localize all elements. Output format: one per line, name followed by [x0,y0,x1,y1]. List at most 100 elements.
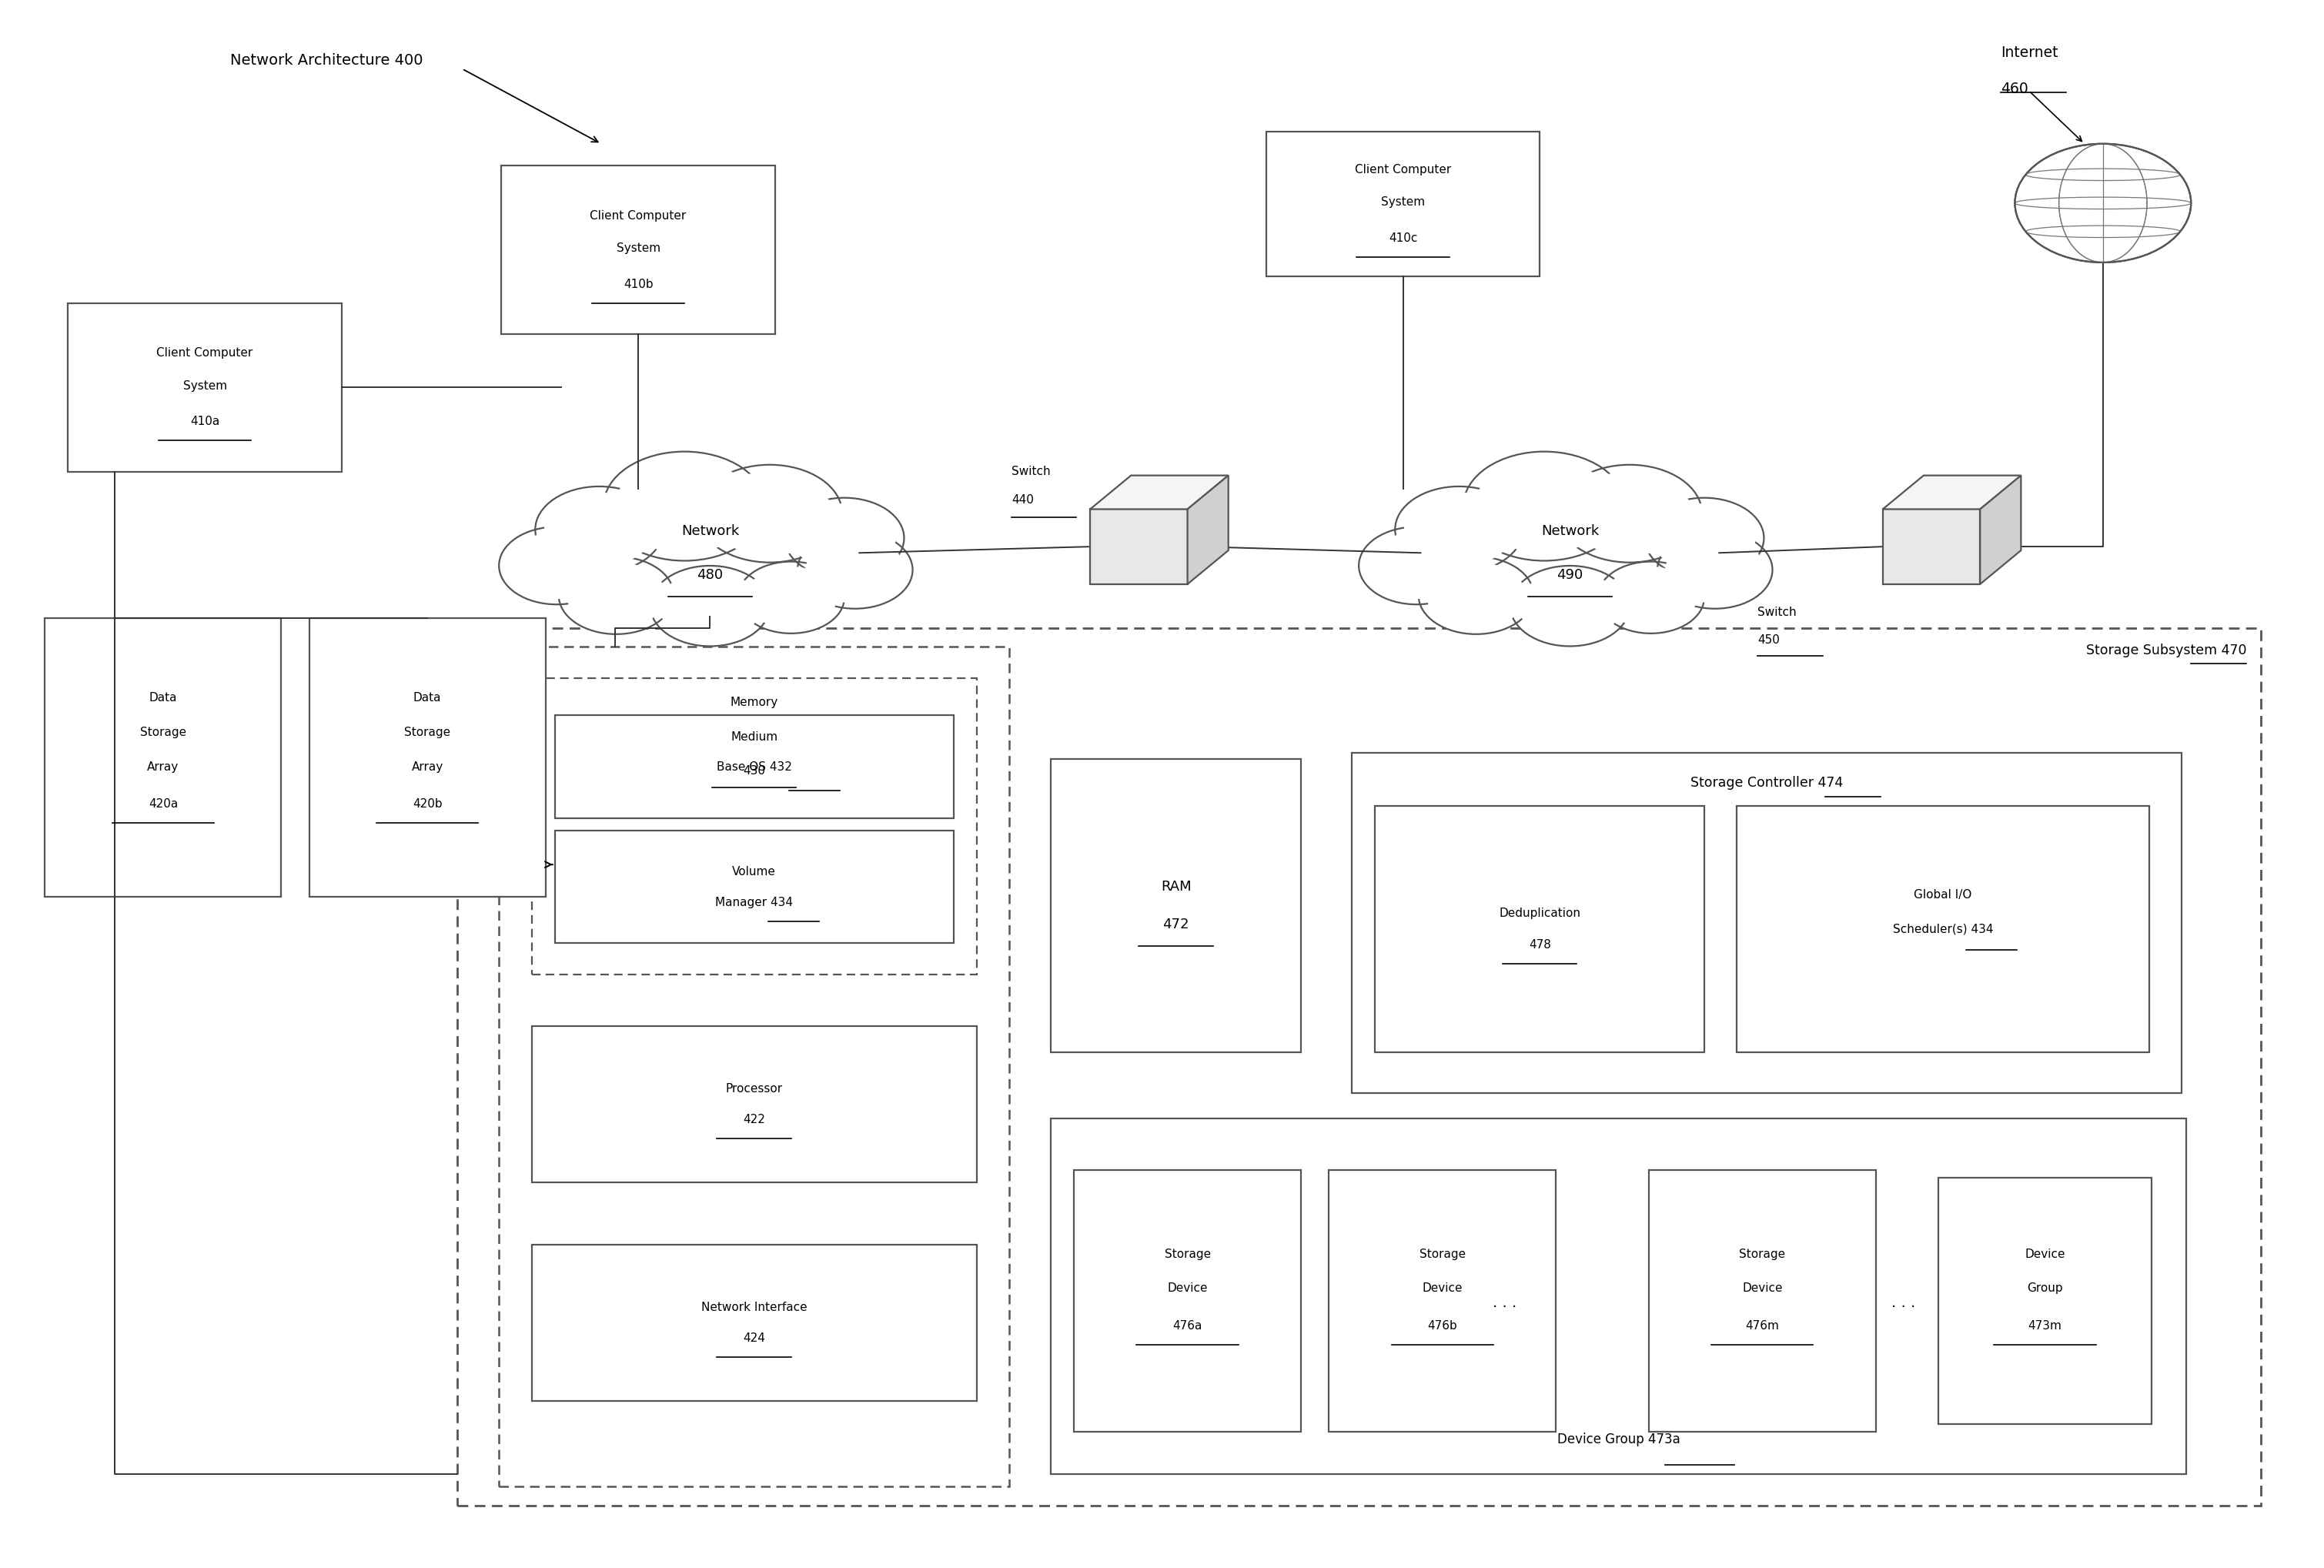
Circle shape [1427,561,1525,629]
FancyBboxPatch shape [458,627,2261,1505]
Text: Processor: Processor [725,1083,783,1094]
Text: Storage Controller 474: Storage Controller 474 [1690,776,1843,790]
Text: 476a: 476a [1174,1320,1202,1331]
Text: 420b: 420b [411,798,442,811]
Text: 460: 460 [2001,82,2029,96]
Circle shape [2015,144,2192,262]
Circle shape [1557,464,1701,563]
Text: 490: 490 [1557,568,1583,582]
Circle shape [792,503,895,572]
FancyBboxPatch shape [502,166,774,334]
Text: Switch: Switch [1757,607,1796,618]
Circle shape [1657,532,1773,608]
Text: Device: Device [1743,1283,1783,1294]
FancyBboxPatch shape [532,677,976,975]
FancyBboxPatch shape [1050,759,1301,1052]
FancyBboxPatch shape [1353,753,2182,1093]
Text: System: System [1380,196,1425,209]
Text: 478: 478 [1529,939,1550,950]
Text: Internet: Internet [2001,45,2059,60]
FancyBboxPatch shape [1938,1178,2152,1424]
Text: . . .: . . . [1492,1295,1518,1309]
Circle shape [1645,497,1764,579]
Polygon shape [1188,475,1229,585]
Circle shape [1476,459,1613,554]
Text: Network Architecture 400: Network Architecture 400 [230,53,423,67]
Circle shape [500,527,614,604]
Text: 422: 422 [744,1113,765,1126]
Text: RAM: RAM [1160,880,1192,894]
FancyBboxPatch shape [532,1025,976,1182]
Circle shape [1606,566,1697,629]
Circle shape [544,492,655,566]
Circle shape [1404,492,1513,566]
Text: Device: Device [1167,1283,1208,1294]
FancyBboxPatch shape [44,618,281,897]
Text: 420a: 420a [149,798,179,811]
Circle shape [737,561,844,633]
Text: Volume: Volume [732,866,776,877]
Text: Client Computer: Client Computer [590,210,686,221]
Text: Client Computer: Client Computer [156,347,253,359]
FancyBboxPatch shape [500,646,1009,1486]
Text: System: System [184,379,228,392]
Text: Device: Device [2024,1248,2066,1259]
Circle shape [806,536,904,604]
FancyBboxPatch shape [532,1245,976,1400]
Text: Storage: Storage [1164,1248,1211,1259]
Circle shape [1511,566,1629,646]
Polygon shape [1882,475,2022,510]
FancyBboxPatch shape [1736,806,2150,1052]
Text: System: System [616,243,660,254]
FancyBboxPatch shape [1074,1170,1301,1432]
Text: Storage Subsystem 470: Storage Subsystem 470 [2087,643,2247,657]
Text: Medium: Medium [730,731,779,743]
FancyBboxPatch shape [67,303,342,472]
Text: Switch: Switch [1011,466,1050,478]
Text: 473m: 473m [2029,1320,2061,1331]
Text: 410b: 410b [623,279,653,290]
Text: Memory: Memory [730,696,779,709]
Text: . . .: . . . [1892,1295,1915,1309]
Text: Global I/O: Global I/O [1915,889,1973,900]
Circle shape [1518,571,1622,641]
Text: Array: Array [411,760,444,773]
Text: 450: 450 [1757,635,1780,646]
Text: Scheduler(s) 434: Scheduler(s) 434 [1892,924,1994,935]
Circle shape [1367,532,1466,599]
Text: Storage: Storage [1738,1248,1785,1259]
Text: Group: Group [2027,1283,2064,1294]
Polygon shape [1980,475,2022,585]
Text: Device Group 473a: Device Group 473a [1557,1432,1680,1446]
Text: Device: Device [1422,1283,1462,1294]
Circle shape [1464,452,1624,561]
Circle shape [604,452,765,561]
Text: Deduplication: Deduplication [1499,908,1580,919]
Circle shape [697,464,841,563]
FancyBboxPatch shape [1050,1118,2187,1474]
Circle shape [1666,536,1764,604]
FancyBboxPatch shape [555,831,953,944]
Circle shape [746,566,837,629]
Polygon shape [1090,475,1229,510]
Text: Array: Array [146,760,179,773]
Circle shape [558,557,674,633]
Text: Network: Network [1541,524,1599,538]
FancyBboxPatch shape [1267,132,1541,276]
Circle shape [1566,472,1692,555]
Text: 424: 424 [744,1333,765,1344]
Circle shape [786,497,904,579]
Text: Storage: Storage [404,726,451,739]
Circle shape [616,459,755,554]
Text: 472: 472 [1162,917,1190,931]
Text: Data: Data [149,693,177,704]
Text: 476m: 476m [1745,1320,1780,1331]
Circle shape [567,561,665,629]
Circle shape [1360,527,1473,604]
Text: Client Computer: Client Computer [1355,163,1450,176]
Text: 480: 480 [697,568,723,582]
Text: Storage: Storage [1420,1248,1466,1259]
Circle shape [1652,503,1755,572]
Text: 410c: 410c [1390,232,1418,245]
FancyBboxPatch shape [1648,1170,1875,1432]
